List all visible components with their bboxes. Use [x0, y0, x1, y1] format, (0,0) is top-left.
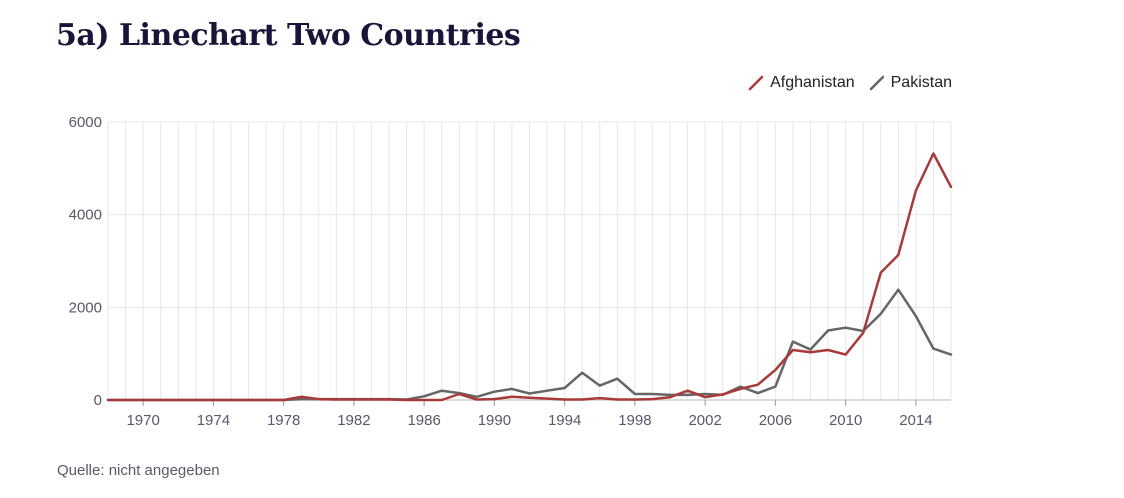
- legend-swatch-pakistan-icon: [869, 75, 884, 91]
- legend-label-afghanistan: Afghanistan: [770, 74, 855, 91]
- x-tick-label: 1978: [267, 412, 300, 429]
- legend-label-pakistan: Pakistan: [890, 74, 952, 91]
- x-tick-label: 1970: [126, 412, 159, 429]
- legend-item-afghanistan: Afghanistan: [748, 74, 855, 92]
- x-tick-label: 2006: [759, 412, 792, 429]
- source-note: Quelle: nicht angegeben: [57, 462, 220, 479]
- x-tick-label: 1974: [197, 412, 230, 429]
- legend: Afghanistan Pakistan: [748, 74, 952, 92]
- chart-grid: [107, 121, 952, 401]
- chart-series: [106, 152, 953, 402]
- legend-swatch-afghanistan-icon: [748, 75, 764, 91]
- y-axis-ticks: 0 2000 4000 6000: [69, 114, 102, 409]
- x-axis-ticks: 1970 1974 1978 1982 1986 1990 1994 1998 2002 2006…: [126, 400, 933, 429]
- x-tick-label: 2014: [899, 412, 932, 429]
- y-tick-label: 2000: [69, 299, 102, 316]
- x-tick-label: 1986: [407, 412, 440, 429]
- chart-title: 5a) Linechart Two Countries: [56, 18, 521, 53]
- y-tick-label: 0: [94, 392, 102, 409]
- legend-item-pakistan: Pakistan: [869, 74, 952, 92]
- x-tick-label: 1994: [548, 412, 581, 429]
- x-tick-label: 2010: [829, 412, 862, 429]
- x-tick-label: 2002: [688, 412, 721, 429]
- x-tick-label: 1998: [618, 412, 651, 429]
- y-tick-label: 6000: [69, 114, 102, 131]
- x-tick-label: 1982: [337, 412, 370, 429]
- y-tick-label: 4000: [69, 207, 102, 224]
- series-line-afghanistan: [106, 152, 953, 402]
- x-tick-label: 1990: [478, 412, 511, 429]
